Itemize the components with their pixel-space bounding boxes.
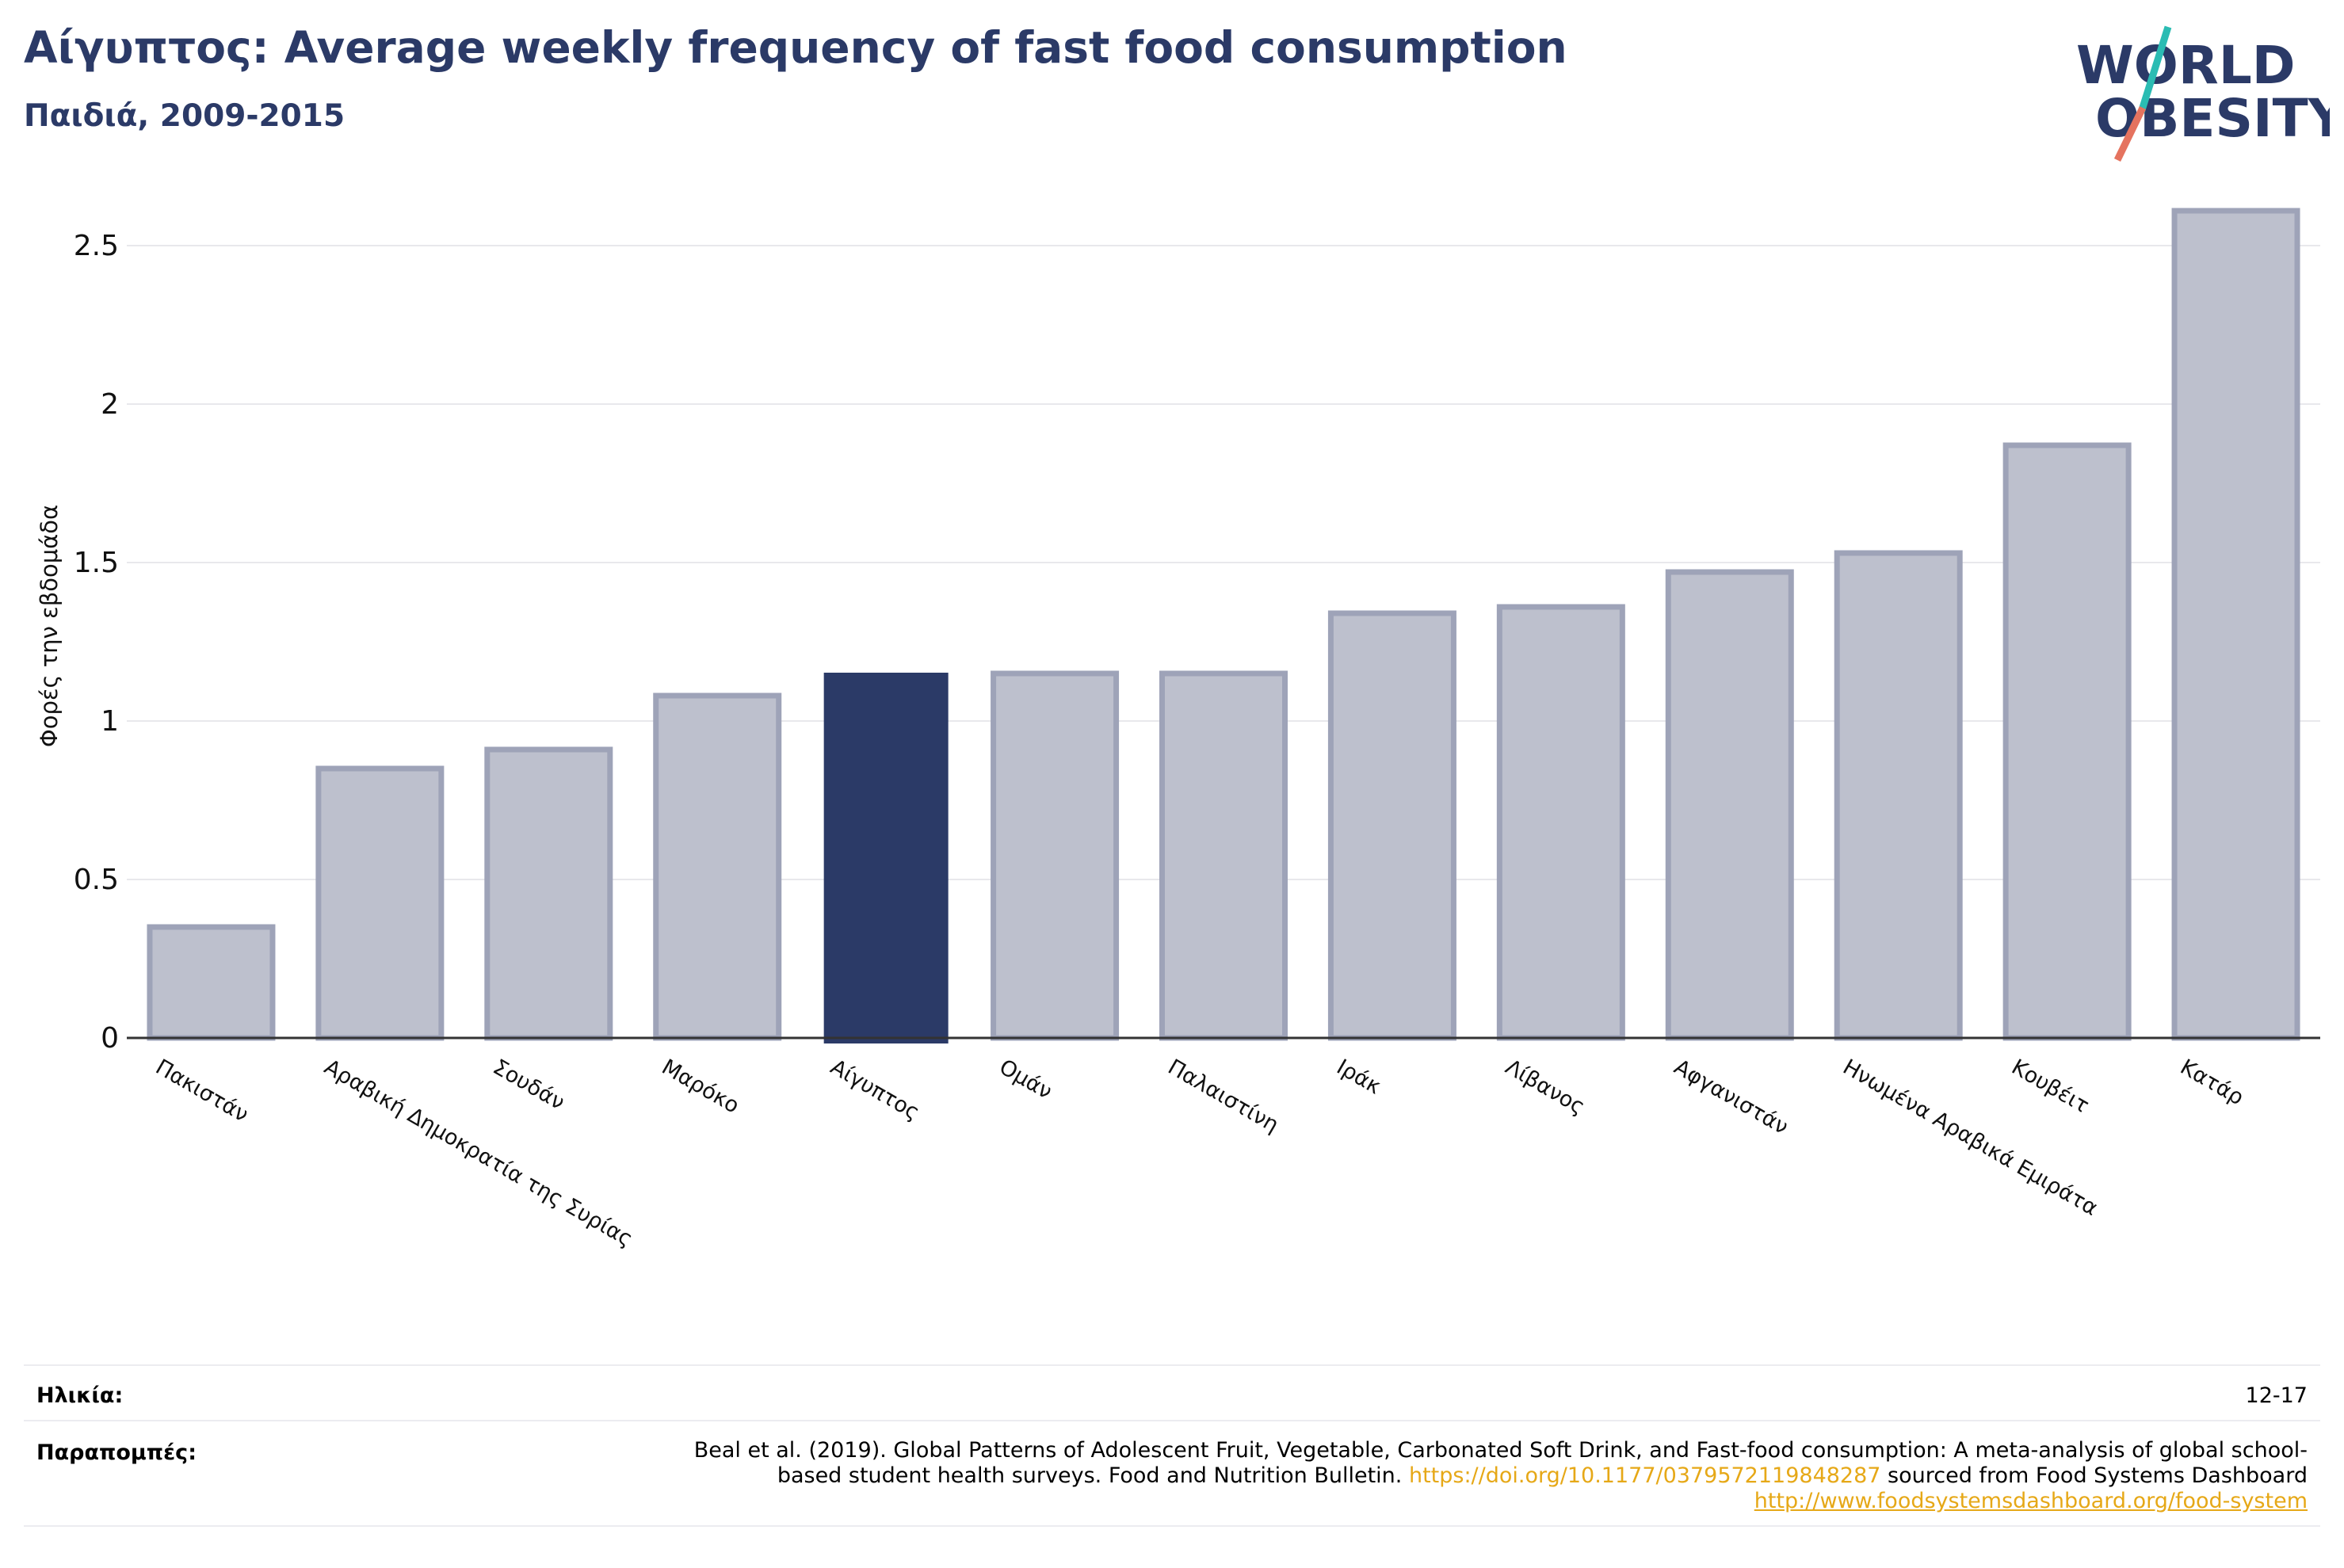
doi-link[interactable]: https://doi.org/10.1177/0379572119848287: [1408, 1463, 1881, 1488]
bar: [2171, 208, 2300, 1041]
x-tick-label: Σουδάν: [489, 1055, 569, 1115]
bar-highlighted: [823, 673, 949, 1043]
references-citation: Beal et al. (2019). Global Patterns of A…: [693, 1438, 2308, 1488]
age-label: Ηλικία:: [36, 1383, 124, 1408]
x-tick-label: Λίβανος: [1501, 1055, 1589, 1120]
food-systems-dashboard-link[interactable]: http://www.foodsystemsdashboard.org/food…: [1754, 1489, 2308, 1513]
references-text: Beal et al. (2019). Global Patterns of A…: [691, 1438, 2308, 1514]
references-source: sourced from Food Systems Dashboard: [1880, 1463, 2308, 1488]
bar: [1496, 604, 1625, 1041]
bar: [1665, 569, 1794, 1041]
logo-slash-coral: [2113, 106, 2147, 162]
x-tick-label: Κατάρ: [2176, 1055, 2248, 1110]
x-tick-label: Αραβική Δημοκρατία της Συρίας: [320, 1055, 637, 1252]
x-tick-label: Παλαιστίνη: [1164, 1055, 1283, 1138]
bar: [1834, 550, 1963, 1041]
footer-divider: [24, 1525, 2320, 1527]
logo-slash-teal: [2137, 25, 2172, 114]
y-tick-label: 1.5: [74, 547, 119, 579]
chart-title: Αίγυπτος: Average weekly frequency of fa…: [24, 22, 1567, 73]
logo-text-world: WORLD: [2076, 35, 2296, 96]
y-tick-label: 1: [101, 705, 119, 738]
age-value: 12-17: [2245, 1383, 2308, 1408]
y-tick-label: 0.5: [74, 864, 119, 896]
bar: [653, 692, 782, 1041]
x-tick-label: Ομάν: [995, 1055, 1056, 1104]
bar-chart: 0 0.5 1 1.5 2 2.5 Φορές την εβδομάδα Πακιστάν Αρ…: [36, 208, 2320, 1252]
chart-subtitle: Παιδιά, 2009-2015: [24, 98, 345, 134]
bar: [315, 765, 445, 1041]
y-tick-label: 2.5: [74, 230, 119, 262]
x-tick-label: Κουβέιτ: [2007, 1055, 2093, 1118]
x-tick-label: Μαρόκο: [658, 1055, 743, 1118]
y-tick-label: 2: [101, 388, 119, 421]
bar: [484, 746, 613, 1041]
y-axis-label: Φορές την εβδομάδα: [36, 505, 63, 747]
x-tick-label: Πακιστάν: [151, 1055, 253, 1127]
bar: [1159, 670, 1288, 1041]
bar: [1327, 610, 1456, 1041]
bar: [2002, 442, 2132, 1041]
x-tick-label: Ιράκ: [1332, 1055, 1385, 1099]
x-tick-label: Αφγανιστάν: [1670, 1055, 1792, 1139]
y-tick-label: 0: [101, 1022, 119, 1055]
x-tick-label: Αίγυπτος: [827, 1055, 924, 1125]
bar: [147, 924, 276, 1041]
footer-divider: [24, 1364, 2320, 1366]
references-label: Παραπομπές:: [36, 1440, 197, 1465]
bar: [991, 670, 1120, 1041]
footer-divider: [24, 1420, 2320, 1421]
world-obesity-logo: WORLD OBESITY: [2076, 25, 2330, 162]
